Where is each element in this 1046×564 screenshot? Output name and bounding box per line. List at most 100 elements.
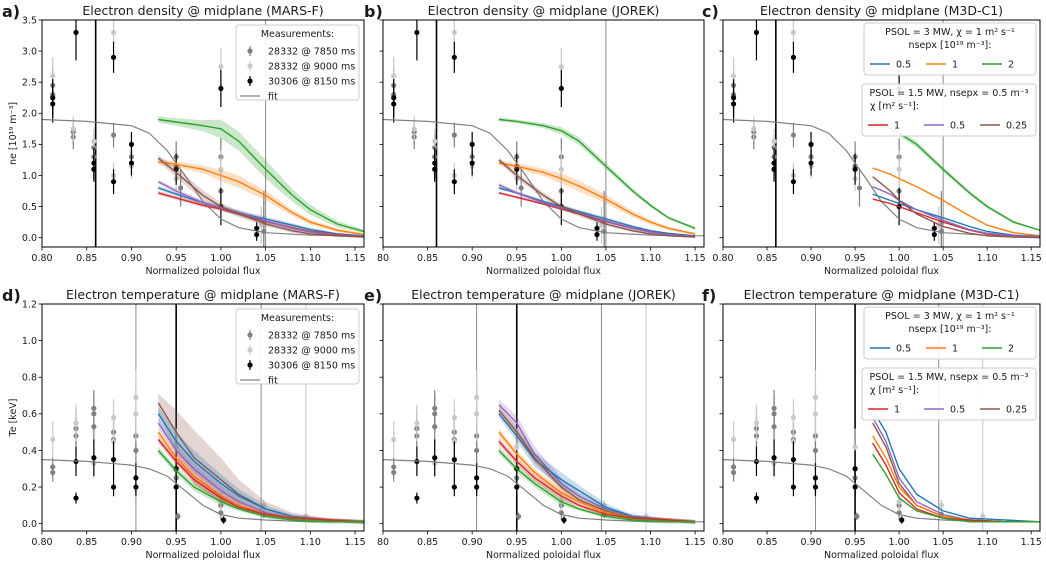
x-tick-label: 0.90 <box>462 537 483 548</box>
legend-entry: fit <box>268 376 278 387</box>
measurement-point <box>451 54 457 60</box>
measurement-point <box>852 444 858 450</box>
y-tick-label: 1.0 <box>22 171 37 182</box>
fit-line <box>383 459 704 523</box>
panel-label: a) <box>2 2 20 21</box>
measurement-point <box>70 126 76 132</box>
measurement-point <box>73 29 79 36</box>
series-line <box>157 439 364 523</box>
series-line <box>498 159 696 238</box>
fit-line <box>383 118 704 237</box>
legend-title: Measurements: <box>261 313 334 324</box>
uncertainty-band <box>498 117 696 230</box>
y-tick-label: 1.0 <box>22 336 37 347</box>
panel-label: b) <box>364 2 383 21</box>
measurement-point <box>91 138 97 144</box>
measurement-point <box>790 29 797 36</box>
measurement-point <box>558 85 564 92</box>
x-tick-label: 1.05 <box>595 253 616 264</box>
measurement-point <box>218 166 224 172</box>
measurement-point <box>110 457 117 463</box>
measurement-point <box>110 414 117 421</box>
measurement-point <box>852 166 858 172</box>
x-tick-label: 1.05 <box>255 253 276 264</box>
legend-title: PSOL = 3 MW, χ = 1 m² s⁻¹ <box>885 311 1015 322</box>
x-axis-label: Normalized poloidal flux <box>486 266 601 277</box>
legend-entry: 0.25 <box>1006 121 1027 132</box>
measurement-point <box>414 495 420 501</box>
measurement-point <box>598 222 605 228</box>
measurement-point <box>391 101 397 107</box>
x-tick-label: 1.00 <box>551 537 572 548</box>
psol-1-5mw-legend: PSOL = 1.5 MW, nsepx = 0.5 m⁻³ χ [m² s⁻¹]… <box>861 367 1037 421</box>
series-line <box>498 450 696 523</box>
series-line <box>498 162 696 235</box>
x-tick-label: 1.05 <box>595 537 616 548</box>
series-line <box>872 167 1040 237</box>
series-line <box>872 121 1040 231</box>
panel-label: f) <box>702 286 716 305</box>
measurement-point <box>414 420 420 426</box>
measurement-point <box>391 73 397 79</box>
measurement-point <box>133 484 139 490</box>
x-tick-label: 0.95 <box>166 537 187 548</box>
legend-subtitle: nsepx [10¹⁹ m⁻³]: <box>909 40 992 51</box>
legend-entry: 28332 @ 9000 ms <box>268 62 355 73</box>
measurement-point <box>91 424 97 430</box>
legend-entry: 1 <box>952 344 958 355</box>
uncertainty-band <box>498 160 696 236</box>
legend-marker <box>247 78 253 84</box>
series-line <box>498 440 696 523</box>
axes-frame <box>41 19 365 248</box>
measurement-point <box>896 499 902 505</box>
measurement-point <box>50 469 56 476</box>
measurement-point <box>812 484 819 490</box>
legend-marker <box>247 347 253 353</box>
measurement-point <box>854 513 860 519</box>
y-tick-label: 1.2 <box>22 299 37 310</box>
y-axis-label: Te [keV] <box>8 399 19 438</box>
legend-entry: 30306 @ 8150 ms <box>268 77 355 88</box>
measurement-point <box>451 179 457 185</box>
y-tick-label: 2.0 <box>22 109 37 120</box>
x-axis-label: Normalized poloidal flux <box>146 550 261 561</box>
x-tick-label: 1.15 <box>344 537 365 548</box>
chart-title: Electron density @ midplane (MARS-F) <box>82 3 323 18</box>
x-tick-label: 1.00 <box>889 537 910 548</box>
series-line <box>158 187 364 237</box>
series-line <box>158 118 364 233</box>
measurement-point <box>514 444 520 450</box>
measurement-point <box>414 29 420 36</box>
chart-title: Electron density @ midplane (JOREK) <box>428 3 660 18</box>
x-tick-label: 0.95 <box>506 537 527 548</box>
fit-line <box>42 118 364 237</box>
legend-entry: 2 <box>1008 344 1014 355</box>
x-tick-label: 0.95 <box>845 537 866 548</box>
axes-frame <box>41 303 365 532</box>
measurement-point <box>133 411 139 417</box>
measurement-point <box>451 414 457 421</box>
measurement-point <box>852 484 858 490</box>
measurement-point <box>753 29 760 36</box>
legend-entry: 0.5 <box>896 60 911 71</box>
measurement-point <box>730 436 737 443</box>
measurement-point <box>110 132 117 138</box>
fit-line <box>723 459 1040 523</box>
measurement-point <box>432 166 438 172</box>
legend-entry: 1 <box>894 405 900 416</box>
legend-entry: 28332 @ 9000 ms <box>268 346 355 357</box>
measurement-point <box>469 160 475 166</box>
measurement-point <box>432 455 438 461</box>
measurement-point <box>730 73 737 79</box>
measurement-point <box>110 29 117 36</box>
measurement-point <box>558 64 564 70</box>
measurement-point <box>391 436 397 443</box>
uncertainty-band <box>498 446 696 524</box>
x-tick-label: 0.85 <box>417 253 438 264</box>
measurement-point <box>178 185 184 191</box>
legend-entry: 0.25 <box>1006 405 1027 416</box>
x-tick-label: 0.85 <box>76 537 97 548</box>
plot-area <box>42 304 364 531</box>
x-tick-label: 1.15 <box>344 253 365 264</box>
y-tick-label: 0.8 <box>22 373 37 384</box>
